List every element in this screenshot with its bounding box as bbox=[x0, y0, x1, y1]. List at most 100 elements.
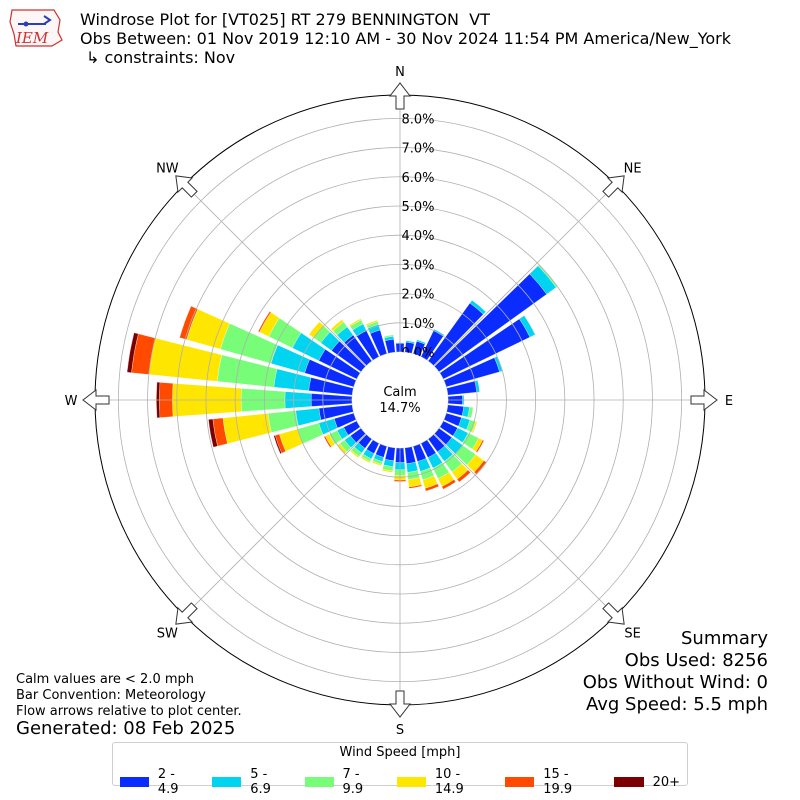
legend-items: 2 - 4.9 5 - 6.9 7 - 9.9 10 - 14.9 15 - 19.9 2… bbox=[113, 767, 687, 797]
legend: Wind Speed [mph] 2 - 4.9 5 - 6.9 7 - 9.9 10… bbox=[112, 742, 688, 797]
radial-tick-label: 1.0% bbox=[401, 317, 434, 332]
logo-text: IEM bbox=[15, 29, 49, 47]
legend-label: 5 - 6.9 bbox=[250, 767, 271, 797]
footer-notes: Calm values are < 2.0 mph Bar Convention… bbox=[16, 672, 242, 720]
flow-arrow-icon bbox=[82, 388, 110, 412]
iem-logo-graphic: IEM bbox=[9, 9, 63, 47]
grid-spoke bbox=[399, 399, 616, 616]
radial-tick-label: 6.0% bbox=[401, 171, 434, 186]
summary-block: Summary Obs Used: 8256 Obs Without Wind:… bbox=[583, 628, 768, 716]
wind-bar-segment bbox=[471, 421, 478, 434]
wind-bar-segment bbox=[126, 332, 139, 373]
wind-bar-segment bbox=[273, 435, 282, 454]
radial-tick-label: 8.0% bbox=[401, 112, 434, 127]
legend-item: 20+ bbox=[613, 767, 681, 797]
direction-labels: N NE E SE S SW W NW bbox=[65, 65, 734, 738]
flow-arrow-icon bbox=[690, 388, 718, 412]
radial-tick-label: 3.0% bbox=[401, 258, 434, 273]
wind-bar-segment bbox=[350, 449, 360, 459]
wind-bar-segment bbox=[424, 483, 440, 492]
direction-label-w: W bbox=[65, 394, 78, 409]
grid-spoke bbox=[184, 399, 401, 616]
legend-swatch bbox=[212, 777, 242, 787]
wind-bar-segment bbox=[381, 469, 393, 473]
calm-note: Calm values are < 2.0 mph bbox=[16, 672, 195, 687]
direction-label-s: S bbox=[396, 723, 404, 738]
radial-tick-labels: 0.0%1.0%2.0%3.0%4.0%5.0%6.0%7.0%8.0% bbox=[401, 112, 434, 361]
direction-label-ne: NE bbox=[624, 161, 642, 176]
grid-spoke bbox=[184, 184, 401, 401]
wind-bar-segment bbox=[323, 435, 332, 448]
flow-arrow-icon bbox=[175, 175, 198, 198]
legend-swatch bbox=[505, 777, 535, 787]
legend-swatch bbox=[304, 777, 334, 787]
summary-avg-speed: Avg Speed: 5.5 mph bbox=[586, 694, 768, 715]
wind-bar-segment bbox=[441, 479, 456, 490]
radial-tick-label: 4.0% bbox=[401, 229, 434, 244]
radial-tick-label: 2.0% bbox=[401, 288, 434, 303]
calm-center: Calm 14.7% bbox=[352, 352, 448, 448]
flow-arrow-icon bbox=[388, 82, 412, 110]
wind-bar-segment bbox=[222, 413, 272, 444]
legend-item: 10 - 14.9 bbox=[396, 767, 491, 797]
page-title: Windrose Plot for [VT025] RT 279 BENNING… bbox=[80, 10, 731, 67]
wind-bar-segment bbox=[365, 319, 378, 326]
flow-arrows bbox=[82, 82, 718, 718]
summary-heading: Summary bbox=[681, 628, 768, 649]
flow-arrow-icon bbox=[602, 602, 625, 625]
windrose-bars bbox=[126, 264, 558, 492]
legend-swatch bbox=[396, 777, 426, 787]
wind-bar-segment bbox=[473, 460, 487, 475]
flow-note: Flow arrows relative to plot center. bbox=[16, 704, 242, 719]
wind-bar-segment bbox=[467, 406, 474, 419]
wind-bar-segment bbox=[349, 318, 362, 327]
wind-bar-segment bbox=[330, 319, 344, 332]
legend-item: 2 - 4.9 bbox=[119, 767, 198, 797]
wind-bar-segment bbox=[475, 439, 485, 453]
bar-convention-note: Bar Convention: Meteorology bbox=[16, 688, 206, 703]
direction-label-n: N bbox=[395, 65, 405, 80]
radial-tick-label: 7.0% bbox=[401, 142, 434, 157]
wind-bar-segment bbox=[519, 315, 536, 338]
iem-logo: IEM bbox=[6, 6, 66, 50]
legend-title: Wind Speed [mph] bbox=[339, 745, 461, 760]
generated-date: Generated: 08 Feb 2025 bbox=[16, 718, 236, 739]
direction-label-sw: SW bbox=[157, 627, 178, 642]
title-line-2: Obs Between: 01 Nov 2019 12:10 AM - 30 N… bbox=[80, 29, 731, 48]
wind-bar-segment bbox=[469, 299, 487, 315]
flow-arrow-icon bbox=[602, 175, 625, 198]
wind-bar-segment bbox=[434, 273, 547, 373]
summary-obs-used: Obs Used: 8256 bbox=[624, 650, 768, 671]
wind-bar-segment bbox=[383, 334, 394, 339]
wind-bar-segment bbox=[384, 446, 396, 461]
wind-bar-segment bbox=[408, 484, 422, 489]
legend-label: 2 - 4.9 bbox=[157, 767, 179, 797]
radial-tick-label: 5.0% bbox=[401, 200, 434, 215]
legend-swatch bbox=[119, 777, 149, 787]
title-line-3: ↳ constraints: Nov bbox=[86, 48, 236, 67]
grid-spoke bbox=[399, 184, 616, 401]
flow-arrow-icon bbox=[175, 602, 198, 625]
wind-bar-segment bbox=[295, 408, 322, 426]
legend-item: 5 - 6.9 bbox=[212, 767, 290, 797]
wind-bar-segment bbox=[257, 311, 272, 333]
wind-bar-segment bbox=[179, 305, 198, 340]
legend-label: 7 - 9.9 bbox=[342, 767, 364, 797]
wind-bar-segment bbox=[416, 339, 426, 345]
wind-bar-segment bbox=[360, 456, 371, 464]
legend-item: 15 - 19.9 bbox=[505, 767, 599, 797]
summary-obs-without-wind: Obs Without Wind: 0 bbox=[582, 672, 768, 693]
wind-bar-segment bbox=[208, 418, 218, 448]
calm-circle bbox=[352, 352, 448, 448]
calm-value: 14.7% bbox=[379, 401, 420, 416]
legend-label: 20+ bbox=[652, 774, 681, 790]
direction-label-e: E bbox=[725, 394, 733, 409]
wind-bar-segment bbox=[371, 460, 382, 467]
legend-swatch bbox=[613, 777, 644, 787]
wind-bar-segment bbox=[405, 340, 415, 344]
legend-item: 7 - 9.9 bbox=[304, 767, 383, 797]
wind-bar-segment bbox=[384, 339, 396, 354]
direction-label-se: SE bbox=[624, 627, 640, 642]
flow-arrow-icon bbox=[388, 690, 412, 718]
